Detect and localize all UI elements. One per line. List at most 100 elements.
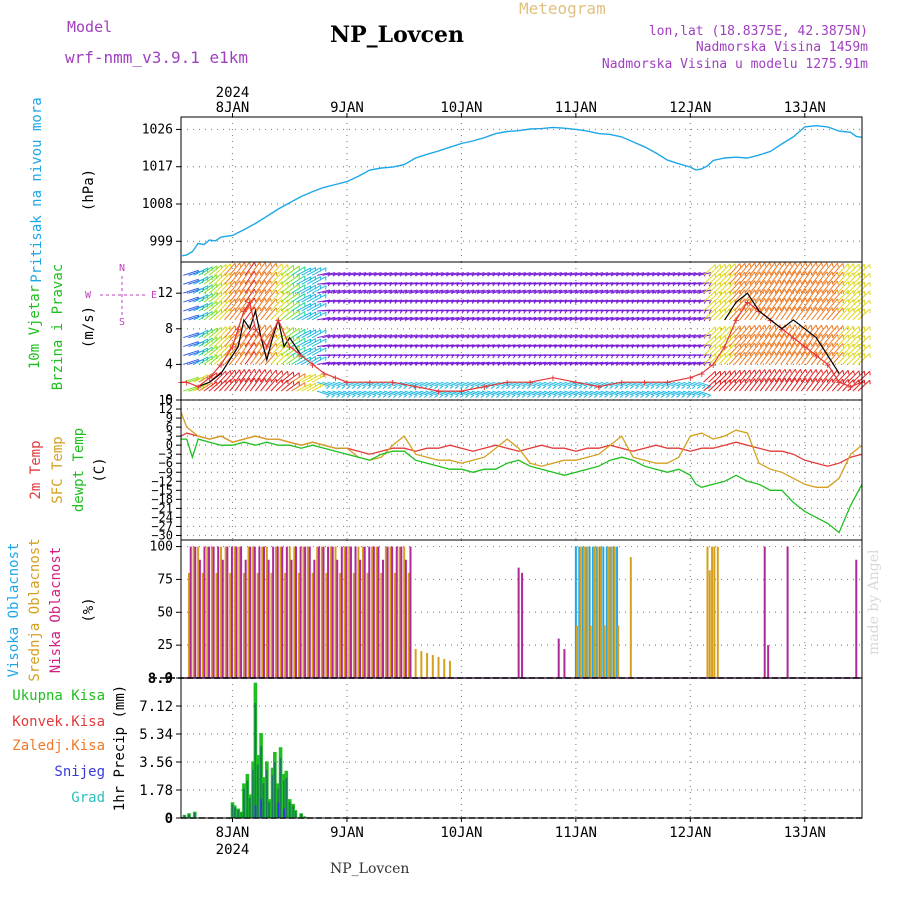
wind-barb [471, 344, 485, 348]
precip-total-core [268, 801, 271, 818]
wind-barb [816, 351, 828, 365]
wind-barb [466, 381, 480, 387]
wind-barb-tick [270, 262, 273, 267]
wind-barb [224, 262, 236, 276]
wind-barb [481, 282, 495, 285]
wind-barb [306, 356, 322, 365]
wind-barb [311, 311, 327, 321]
wind-barb-tick [377, 385, 382, 389]
wind-barb [564, 344, 578, 348]
wind-barb [626, 299, 640, 303]
wind-barb [451, 344, 465, 348]
precip-total-core [248, 797, 251, 818]
wind-barb [487, 282, 501, 285]
wind-barb [672, 381, 686, 387]
wind-barb [831, 334, 844, 347]
wind-barb-tick [275, 369, 278, 375]
wind-gust-marker: + [195, 381, 202, 394]
wind-barb-tick [734, 370, 737, 375]
wind-gust-marker: + [183, 376, 190, 389]
wind-barb [523, 361, 537, 365]
wind-barb [517, 381, 531, 387]
wind-barb [533, 361, 547, 365]
wind-barb [847, 343, 860, 356]
wind-barb [461, 272, 475, 276]
wind-barb [492, 390, 505, 396]
wind-barb-tick [449, 385, 454, 389]
wind-barb [703, 379, 716, 392]
wind-barb-tick [516, 394, 521, 398]
wind-barb [605, 316, 619, 321]
wind-barb [837, 343, 849, 356]
wind-barb [342, 381, 356, 387]
wind-barb [564, 272, 578, 276]
wind-barb [657, 299, 671, 303]
wind-barb [389, 282, 403, 285]
wind-barb [523, 381, 536, 387]
wind-barb [554, 272, 567, 276]
wind-barb-tick [863, 299, 866, 304]
wind-barb-tick [688, 272, 691, 277]
wind-barb [435, 390, 449, 396]
wind-barb [280, 309, 294, 321]
precip-frame [180, 677, 863, 819]
wind-barb [780, 342, 791, 356]
wind-barb [430, 272, 444, 276]
wind-barb [311, 338, 327, 348]
wind-barb [497, 272, 511, 276]
wind-barb [554, 316, 567, 321]
wind-barb-tick [805, 262, 808, 267]
wind-barb [404, 361, 418, 365]
wind-gust-marker: + [813, 349, 820, 362]
wind-barb [703, 264, 716, 276]
wind-barb [816, 271, 828, 285]
wind-barb [358, 390, 371, 396]
cloud-ylabel-3: Niska Oblacnost [48, 547, 64, 673]
wind-barb-tick [858, 263, 861, 269]
wind-barb-tick [619, 394, 624, 398]
wind-barb [430, 344, 444, 348]
wind-barb [543, 381, 557, 387]
wind-barb [461, 334, 475, 339]
wind-barb [183, 376, 199, 383]
wind-barb [693, 390, 706, 396]
wind-barb [451, 299, 465, 303]
wind-barb [301, 347, 316, 356]
wind-barb [404, 282, 418, 285]
wind-barb [739, 369, 751, 383]
wind-barb [445, 272, 459, 276]
wind-barb [378, 344, 392, 348]
wind-barb [811, 351, 822, 365]
wind-barb-tick [749, 378, 752, 383]
wind-barb [631, 334, 645, 339]
wind-barb [327, 344, 341, 348]
precip-legend-3: Snijeg [54, 764, 105, 780]
wind-barb [703, 344, 716, 356]
wind-barb-tick [810, 324, 813, 329]
wind-barb [430, 381, 444, 387]
wind-barb [348, 316, 361, 321]
wind-barb [183, 314, 199, 321]
wind-barb-tick [287, 264, 289, 269]
wind-barb [502, 361, 516, 365]
wind-barb [744, 369, 756, 383]
wind-barb [626, 316, 640, 321]
temperature-ytick-label: 9 [166, 411, 173, 425]
wind-barb [559, 361, 573, 365]
wind-gust-marker: + [744, 296, 751, 309]
wind-barb [780, 333, 791, 347]
precip-total-core [265, 769, 268, 818]
wind-barb [523, 272, 537, 276]
wind-barb [610, 299, 624, 303]
wind-barb [461, 390, 474, 396]
wind-barb-tick [372, 385, 377, 389]
wind-barb-tick [367, 394, 372, 398]
wind-barb [249, 342, 261, 356]
precip-ytick-label: 1.78 [139, 783, 173, 799]
wind-barb-tick [287, 326, 289, 331]
wind-barb-tick [660, 394, 665, 398]
wind-barb [790, 324, 801, 338]
wind-barb [265, 262, 277, 276]
wind-barb [548, 334, 562, 339]
wind-barb [533, 272, 547, 276]
